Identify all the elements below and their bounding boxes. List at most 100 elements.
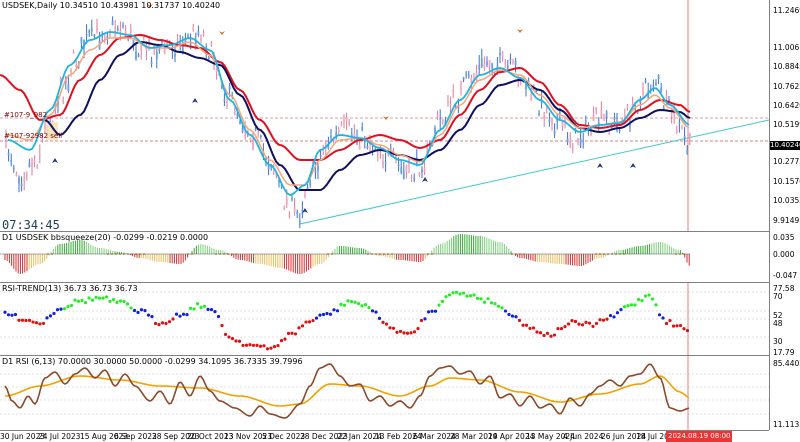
x-tick: 30 Jun 2023 xyxy=(0,432,46,441)
sell-arrow-icon xyxy=(383,116,389,120)
candle-body xyxy=(103,35,106,39)
rsi-trend-canvas[interactable] xyxy=(0,283,769,355)
rsi-canvas[interactable] xyxy=(0,356,769,430)
trend-dot xyxy=(45,316,49,320)
candle-body xyxy=(33,160,36,162)
candle-body xyxy=(376,153,379,156)
trend-dot xyxy=(584,320,588,324)
trend-dot xyxy=(685,328,690,333)
candle-body xyxy=(340,123,343,126)
trend-dot xyxy=(332,308,336,312)
trend-dot xyxy=(241,343,245,348)
squeeze-dot xyxy=(427,253,429,255)
candle-body xyxy=(161,40,163,42)
trend-dot xyxy=(181,312,186,316)
trend-dot xyxy=(290,331,294,335)
trend-dot xyxy=(370,309,375,313)
candle-body xyxy=(259,135,262,138)
candle-body xyxy=(135,51,137,60)
candle-body xyxy=(38,153,41,156)
trend-dot xyxy=(94,295,98,299)
trend-dot xyxy=(167,320,172,324)
trend-dot xyxy=(405,331,410,335)
trend-dot xyxy=(150,314,154,319)
candle-body xyxy=(496,65,499,74)
trend-dot xyxy=(125,302,130,306)
ma-red-line xyxy=(0,33,691,161)
squeeze-dot xyxy=(611,253,613,255)
rsi-pane[interactable]: D1 RSI (6,13) 70.0000 30.0000 50.0000 -0… xyxy=(0,356,769,431)
candle-body xyxy=(314,170,317,173)
candle-body xyxy=(647,91,650,99)
trend-dot xyxy=(321,312,326,317)
candle-body xyxy=(379,151,382,154)
candle-body xyxy=(129,28,132,32)
candle-body xyxy=(480,58,483,67)
candle-body xyxy=(80,37,83,44)
squeeze-dot xyxy=(595,253,597,255)
buy-arrow-icon xyxy=(192,98,198,103)
bbsqueeze-pane[interactable]: D1 USDSEK bbsqueeze(20) -0.0299 -0.0219 … xyxy=(0,232,769,283)
trend-dot xyxy=(118,299,123,303)
candle-body xyxy=(655,82,657,86)
candle-body xyxy=(657,75,660,80)
trend-dot xyxy=(510,314,515,318)
trend-dot xyxy=(626,304,630,308)
trend-dot xyxy=(216,314,221,319)
candle-body xyxy=(470,77,473,84)
squeeze-dot xyxy=(683,253,685,255)
trend-dot xyxy=(24,318,28,323)
sell-arrow-icon xyxy=(147,4,153,8)
price-axis[interactable]: 11.24695 11.00615 10.88435 10.76225 10.6… xyxy=(769,0,800,430)
price-chart-canvas[interactable] xyxy=(0,0,769,231)
candle-body xyxy=(605,111,608,118)
trend-dot xyxy=(601,318,606,322)
trend-dot xyxy=(349,299,354,304)
candle-body xyxy=(278,179,280,183)
trend-dot xyxy=(339,302,343,306)
trend-dot xyxy=(234,339,238,343)
candle-body xyxy=(681,127,683,129)
candle-body xyxy=(291,198,293,200)
candle-body xyxy=(317,165,319,171)
candle-body xyxy=(610,126,613,129)
trend-dot xyxy=(416,326,420,331)
candle-body xyxy=(353,133,356,137)
trend-dot xyxy=(199,305,203,310)
trend-dot xyxy=(524,323,529,327)
squeeze-dot xyxy=(519,253,521,255)
squeeze-dot xyxy=(431,253,433,255)
current-date-badge: 2024.08.19 08:00 xyxy=(666,431,733,442)
candle-body xyxy=(522,75,525,80)
candle-body xyxy=(579,138,582,146)
candle-body xyxy=(257,132,260,135)
y-tick: 0.000 xyxy=(773,250,795,259)
candle-body xyxy=(241,127,244,132)
x-tick: 22 Jan 2024 xyxy=(337,432,382,441)
time-axis[interactable]: 30 Jun 2023 24 Jul 2023 15 Aug 2023 6 Se… xyxy=(0,431,769,442)
trend-dot xyxy=(661,316,665,320)
bbsqueeze-canvas[interactable] xyxy=(0,232,769,282)
squeeze-dot xyxy=(191,253,193,255)
trend-dot xyxy=(66,304,70,309)
ma-fast-line xyxy=(7,31,690,196)
squeeze-dot xyxy=(187,253,189,255)
support-trendline xyxy=(299,119,769,225)
trend-dot xyxy=(38,322,42,326)
trend-dot xyxy=(27,318,32,322)
rsi-trend-pane[interactable]: RSI-TREND(13) 36.73 36.73 36.73 xyxy=(0,283,769,356)
candle-body xyxy=(252,141,254,150)
price-chart-pane[interactable]: USDSEK,Daily 10.34510 10.43981 10.31737 … xyxy=(0,0,769,232)
y-tick: 10.64200 xyxy=(773,101,800,110)
y-tick: 10.88435 xyxy=(773,62,800,71)
trend-dot xyxy=(255,343,259,347)
candle-body xyxy=(652,85,655,88)
candle-body xyxy=(668,99,670,102)
trend-dot xyxy=(230,336,235,341)
candle-body xyxy=(132,40,135,46)
trend-dot xyxy=(664,321,669,326)
highlight-box xyxy=(46,122,58,140)
squeeze-dot xyxy=(327,253,329,255)
candle-body xyxy=(283,207,286,210)
squeeze-dot xyxy=(47,253,49,255)
